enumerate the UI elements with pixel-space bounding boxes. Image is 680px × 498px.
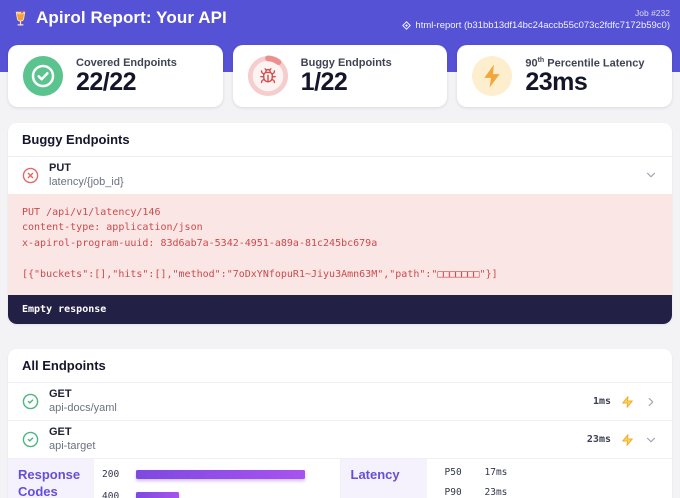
error-circle-x-icon (22, 167, 39, 184)
response-note: Empty response (8, 295, 672, 325)
endpoint-path: latency/{job_id} (49, 175, 124, 188)
brand: Apirol Report: Your API (12, 8, 227, 28)
percentile-row: P90 23ms (444, 487, 508, 498)
endpoint-path: api-docs/yaml (49, 402, 117, 415)
endpoint-row-put-latency[interactable]: PUT latency/{job_id} (8, 157, 672, 194)
stat-card-buggy: Buggy Endpoints 1/22 (232, 45, 448, 107)
bolt-small-icon (622, 396, 633, 408)
stat-value: 1/22 (300, 67, 348, 96)
request-code-block: PUT /api/v1/latency/146 content-type: ap… (8, 193, 672, 296)
endpoint-latency: 1ms (592, 396, 611, 408)
bar-row-200: 200 (102, 469, 324, 480)
check-circle-icon (22, 55, 64, 97)
success-check-icon (22, 432, 39, 448)
endpoint-path: api-target (49, 440, 96, 453)
page-title: Apirol Report: Your API (36, 8, 227, 27)
response-codes-chart: 200 400 (94, 459, 340, 498)
bolt-icon (472, 55, 513, 97)
success-check-icon (22, 394, 39, 410)
bar-row-400: 400 (102, 491, 324, 498)
stat-label: Covered Endpoints (76, 56, 177, 69)
endpoint-method: GET (49, 426, 72, 439)
job-number: Job #232 (635, 8, 670, 18)
all-endpoints-section: All Endpoints GET api-docs/yaml 1ms GET (8, 349, 672, 498)
stat-value: 23ms (525, 68, 588, 97)
section-title-buggy: Buggy Endpoints (8, 123, 672, 157)
endpoint-method: GET (49, 388, 72, 401)
endpoint-row-get-api-docs[interactable]: GET api-docs/yaml 1ms (8, 383, 672, 420)
endpoint-method: PUT (49, 162, 71, 174)
cocktail-icon (15, 9, 26, 25)
endpoint-row-get-api-target[interactable]: GET api-target 23ms (8, 420, 672, 458)
response-codes-panel: Response Codes 200 400 (8, 459, 340, 498)
bar-400 (136, 492, 180, 498)
commit-diamond-icon (402, 21, 412, 30)
response-codes-label: Response Codes (8, 459, 94, 498)
job-info: Job #232 html-report (b31bb13df14bc24acc… (402, 8, 670, 31)
bar-200 (136, 470, 305, 480)
stat-label: Buggy Endpoints (300, 56, 392, 69)
percentile-row: P50 17ms (444, 467, 508, 479)
stat-card-covered: Covered Endpoints 22/22 (8, 45, 223, 107)
report-ref: html-report (b31bb13df14bc24accb55c073c2… (415, 20, 670, 31)
stat-card-latency: 90th Percentile Latency 23ms (457, 45, 673, 107)
bolt-small-icon (622, 433, 633, 446)
buggy-endpoints-section: Buggy Endpoints PUT latency/{job_id} PUT… (8, 123, 672, 325)
chevron-right-icon[interactable] (644, 395, 658, 409)
chevron-down-icon[interactable] (644, 168, 658, 182)
status-code-label: 200 (102, 469, 120, 481)
latency-label: Latency (340, 459, 427, 498)
stat-label: 90th Percentile Latency (525, 56, 645, 70)
endpoint-latency: 23ms (586, 434, 611, 446)
status-code-label: 400 (102, 491, 120, 498)
section-title-all: All Endpoints (8, 349, 672, 384)
stat-value: 22/22 (76, 67, 137, 96)
stats-row: Covered Endpoints 22/22 Buggy Endpoints (0, 45, 680, 107)
bug-icon (247, 55, 288, 97)
endpoint-detail-panel: Response Codes 200 400 Latency P50 (8, 458, 672, 498)
chevron-down-icon[interactable] (644, 433, 658, 447)
